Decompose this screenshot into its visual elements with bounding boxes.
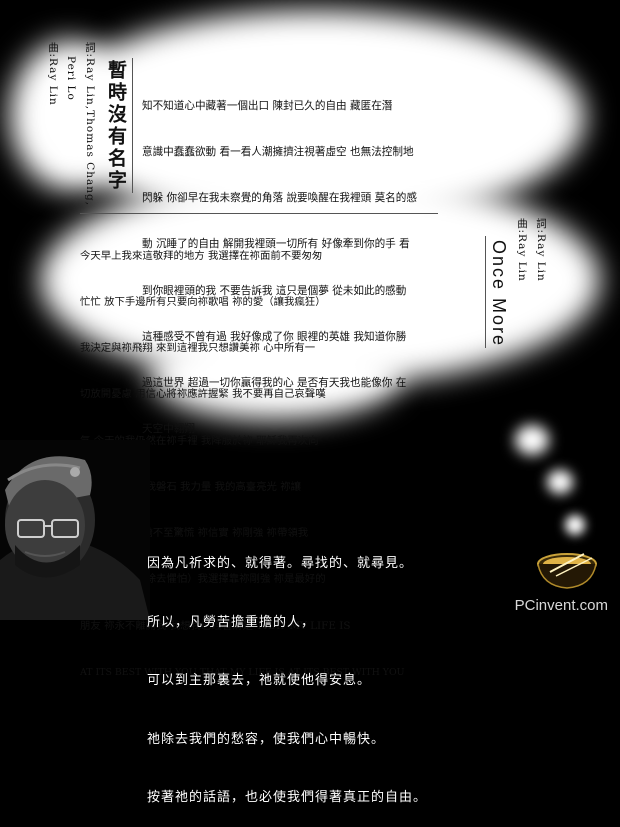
song1-title: 暫時沒有名字	[105, 60, 127, 192]
song1-credit-music: 曲:Ray Lin	[47, 42, 59, 106]
verse-line: 因為凡祈求的、就得著。尋找的、就尋見。	[147, 556, 414, 571]
lyric-line: 天空中翱翔	[142, 423, 195, 436]
lyric-line: 今天早上我來這敬拜的地方 我選擇在祢面前不要匆匆	[80, 249, 323, 262]
lyric-line: 過這世界 超過一切你贏得我的心 是否有天我也能像你 在	[142, 377, 407, 390]
bible-verse: 因為凡祈求的、就得著。尋找的、就尋見。 所以，凡勞苦擔重擔的人， 可以到主那裏去…	[147, 515, 427, 827]
lyric-line: 這種感受不曾有過 我好像成了你 眼裡的英雄 我知道你勝	[142, 330, 407, 343]
verse-line: 所以，凡勞苦擔重擔的人，	[147, 614, 316, 630]
song1-credit-lyrics: 詞:Ray Lin,Thomas Chang,	[84, 42, 96, 207]
song2-title-side-rule	[485, 236, 486, 348]
song1-title-rule	[132, 58, 133, 193]
cloud-part	[150, 330, 400, 420]
lyric-line: 到你眼裡頭的我 不要告訴我 這只是個夢 從未如此的感動	[142, 284, 407, 297]
thought-dot-small	[565, 515, 585, 535]
lyric-line: 知不知道心中藏著一個出口 陳封已久的自由 藏匿在潛	[142, 99, 393, 112]
lyric-line: 忙忙 放下手邊所有只要向祢歌唱 祢的愛（讓我瘋狂）	[80, 296, 326, 309]
song2-credit-lyrics: 詞:Ray Lin	[535, 218, 547, 282]
watermark: PCinvent.com	[514, 597, 608, 614]
lyric-line: 切放開憂慮 用信心將祢應許握緊 我不要再自己哀聲嘆	[80, 388, 326, 401]
lyric-line: 我決定與祢飛翔 來到這裡我只想讚美祢 心中所有一	[80, 342, 316, 355]
golden-bowl-icon	[537, 553, 597, 589]
thought-dot-large	[515, 425, 549, 455]
cloud-part	[10, 40, 130, 190]
lyric-line: 意識中蠢蠢欲動 看一看人潮擁擠注視著虛空 也無法控制地	[142, 146, 414, 159]
song1-lyrics: 知不知道心中藏著一個出口 陳封已久的自由 藏匿在潛 意識中蠢蠢欲動 看一看人潮擁…	[142, 68, 417, 453]
portrait-photo	[0, 440, 150, 620]
song2-title-rule	[80, 213, 438, 214]
song1-credit-lyrics-2: Peri Lo	[65, 56, 77, 101]
lyric-line: 動 沉睡了的自由 解開我裡頭一切所有 好像牽到你的手 看	[142, 238, 410, 251]
song2-credit-music: 曲:Ray Lin	[516, 218, 528, 282]
song2-title: Once More	[489, 240, 509, 348]
verse-line: 可以到主那裏去，祂就使他得安息。	[147, 673, 372, 688]
thought-dot-medium	[547, 470, 573, 494]
verse-line: 按著祂的話語，也必使我們得著真正的自由。	[147, 790, 428, 805]
verse-line: 祂除去我們的愁容，使我們心中暢快。	[147, 731, 386, 747]
lyric-line: 閃躲 你卻早在我未察覺的角落 說要喚醒在我裡頭 莫名的感	[142, 192, 417, 205]
